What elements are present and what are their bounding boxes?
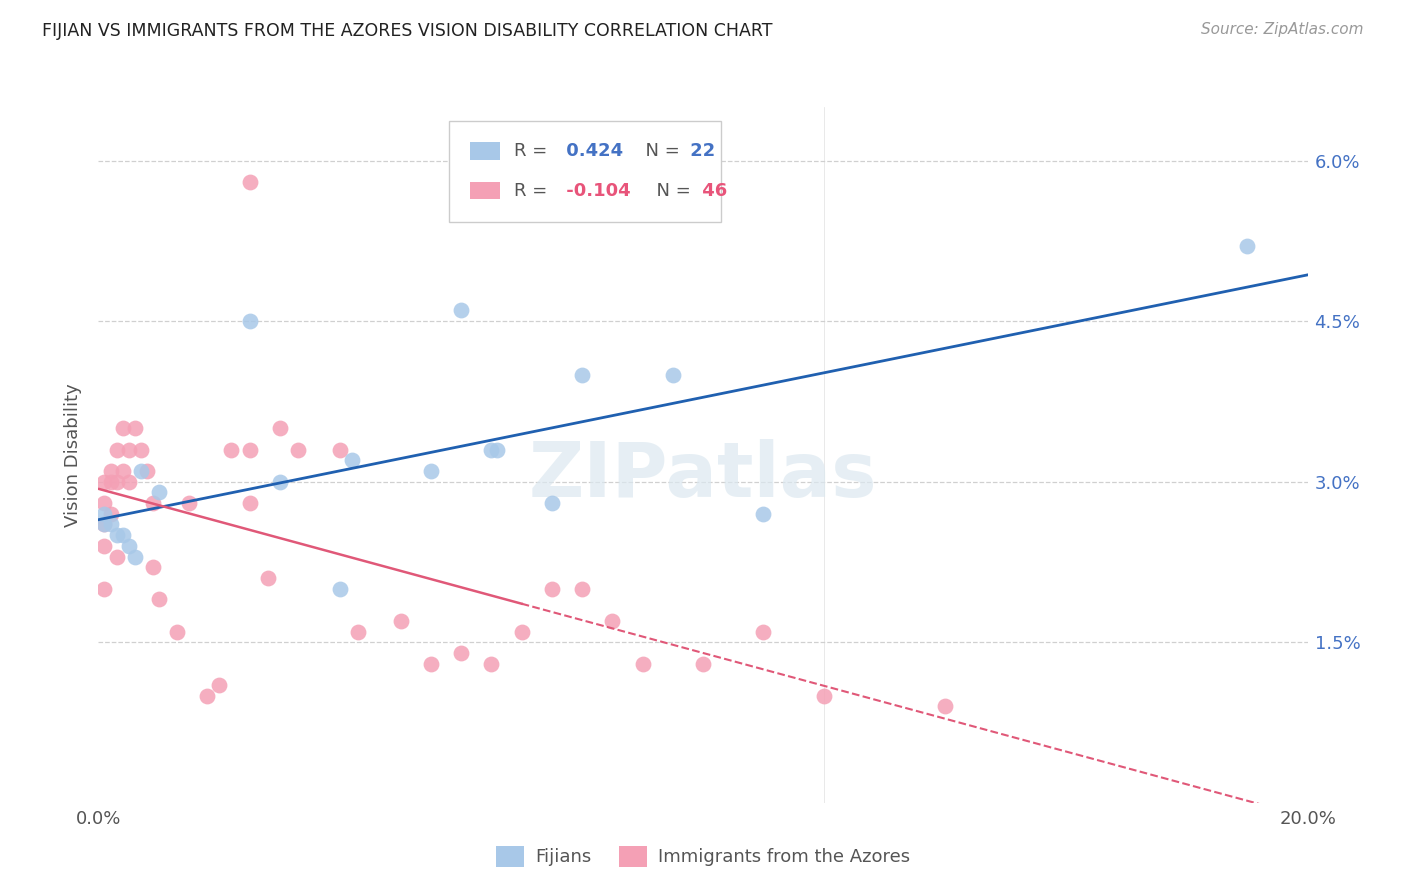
Text: 46: 46 <box>696 182 727 200</box>
Point <box>602 614 624 628</box>
Point <box>540 496 562 510</box>
Point <box>813 689 835 703</box>
Text: R =: R = <box>515 182 547 200</box>
Point <box>221 442 243 457</box>
Point <box>486 442 509 457</box>
Point <box>93 582 115 596</box>
Point <box>934 699 956 714</box>
Point <box>239 442 262 457</box>
Point <box>129 464 152 478</box>
Text: FIJIAN VS IMMIGRANTS FROM THE AZORES VISION DISABILITY CORRELATION CHART: FIJIAN VS IMMIGRANTS FROM THE AZORES VIS… <box>42 22 773 40</box>
Point <box>571 582 593 596</box>
Text: ZIPatlas: ZIPatlas <box>529 439 877 513</box>
Point <box>287 442 309 457</box>
Point <box>450 303 472 318</box>
Point <box>124 549 146 564</box>
Y-axis label: Vision Disability: Vision Disability <box>65 383 83 527</box>
Point <box>142 560 165 574</box>
Point <box>208 678 231 692</box>
Point <box>389 614 412 628</box>
Point <box>111 421 134 435</box>
Point <box>111 464 134 478</box>
Point <box>1236 239 1258 253</box>
Point <box>148 485 170 500</box>
Point <box>166 624 188 639</box>
Point <box>93 517 115 532</box>
Point <box>100 464 122 478</box>
Point <box>179 496 201 510</box>
Point <box>105 442 128 457</box>
Point <box>752 624 775 639</box>
Text: -0.104: -0.104 <box>561 182 631 200</box>
Point <box>135 464 157 478</box>
Point <box>93 475 115 489</box>
Point <box>111 528 134 542</box>
Point <box>118 539 141 553</box>
Point <box>540 582 562 596</box>
Text: N =: N = <box>645 182 690 200</box>
Point <box>239 314 262 328</box>
Point <box>342 453 364 467</box>
Point <box>100 475 122 489</box>
Point <box>100 517 122 532</box>
Point <box>93 507 115 521</box>
Point <box>269 421 291 435</box>
Point <box>124 421 146 435</box>
Point <box>329 442 352 457</box>
Point <box>148 592 170 607</box>
Point <box>420 464 443 478</box>
Point <box>329 582 352 596</box>
Text: 0.424: 0.424 <box>561 142 623 160</box>
Point <box>105 549 128 564</box>
Point <box>510 624 533 639</box>
Point <box>481 442 503 457</box>
FancyBboxPatch shape <box>470 182 501 199</box>
Text: Source: ZipAtlas.com: Source: ZipAtlas.com <box>1201 22 1364 37</box>
Point <box>93 539 115 553</box>
FancyBboxPatch shape <box>449 121 721 222</box>
Point <box>239 496 262 510</box>
Point <box>481 657 503 671</box>
Point <box>105 528 128 542</box>
Text: N =: N = <box>634 142 681 160</box>
Text: R =: R = <box>515 142 547 160</box>
Point <box>129 442 152 457</box>
Point <box>662 368 685 382</box>
Point <box>420 657 443 671</box>
Point <box>118 442 141 457</box>
Point <box>118 475 141 489</box>
Point <box>100 507 122 521</box>
Point <box>571 368 593 382</box>
Text: 22: 22 <box>683 142 714 160</box>
Point <box>269 475 291 489</box>
Point <box>195 689 218 703</box>
Point <box>256 571 278 585</box>
Point <box>692 657 714 671</box>
FancyBboxPatch shape <box>470 142 501 160</box>
Point <box>142 496 165 510</box>
Legend: Fijians, Immigrants from the Azores: Fijians, Immigrants from the Azores <box>488 838 918 874</box>
Point <box>347 624 370 639</box>
Point <box>93 496 115 510</box>
Point <box>239 175 262 189</box>
Point <box>450 646 472 660</box>
Point <box>93 517 115 532</box>
Point <box>631 657 654 671</box>
Point <box>105 475 128 489</box>
Point <box>752 507 775 521</box>
